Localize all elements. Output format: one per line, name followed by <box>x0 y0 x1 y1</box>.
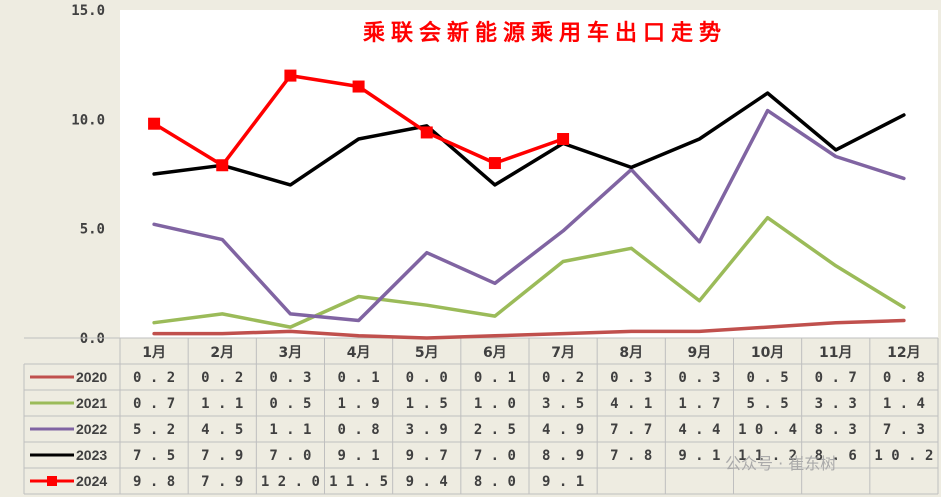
x-tick-label: 1月 <box>142 345 166 361</box>
legend-series-name: 2022 <box>76 421 107 437</box>
y-axis: 0.0 5.0 10.0 15.0 <box>71 3 105 347</box>
x-tick-label: 11月 <box>819 345 852 361</box>
data-label: 0 . 2 <box>133 370 175 386</box>
data-label: 1 2 . 0 <box>261 474 320 490</box>
data-label: 1 . 0 <box>474 396 516 412</box>
data-label: 7 . 8 <box>610 448 652 464</box>
data-label: 9 . 4 <box>406 474 448 490</box>
data-label: 0 . 1 <box>338 370 380 386</box>
data-label: 1 . 7 <box>678 396 720 412</box>
data-label: 0 . 5 <box>747 370 789 386</box>
series-line-2021 <box>152 215 906 329</box>
data-label: 0 . 5 <box>269 396 311 412</box>
series-line-2020 <box>152 318 906 340</box>
x-tick-label: 7月 <box>551 345 575 361</box>
data-label: 7 . 9 <box>201 448 243 464</box>
legend-series-name: 2023 <box>76 447 107 463</box>
data-point-marker <box>488 157 501 170</box>
x-tick-label: 9月 <box>688 345 712 361</box>
data-label: 2 . 5 <box>474 422 516 438</box>
data-point-marker <box>216 159 229 172</box>
data-label: 9 . 8 <box>133 474 175 490</box>
data-label: 0 . 1 <box>474 370 516 386</box>
series-line-2023 <box>152 91 906 187</box>
data-label: 4 . 9 <box>542 422 584 438</box>
data-label: 9 . 1 <box>678 448 720 464</box>
x-tick-label: 2月 <box>210 345 234 361</box>
data-label: 5 . 5 <box>747 396 789 412</box>
data-label: 0 . 0 <box>406 370 448 386</box>
data-point-marker <box>420 126 433 139</box>
data-label: 0 . 3 <box>610 370 652 386</box>
data-label: 9 . 1 <box>542 474 584 490</box>
data-label: 4 . 4 <box>678 422 720 438</box>
data-label: 7 . 5 <box>133 448 175 464</box>
x-tick-label: 3月 <box>279 345 303 361</box>
data-label: 8 . 3 <box>815 422 857 438</box>
data-point-marker <box>557 133 570 146</box>
data-point-marker <box>148 117 161 130</box>
y-tick-label: 15.0 <box>71 3 105 19</box>
legend-key-marker <box>47 476 57 486</box>
data-label: 0 . 7 <box>815 370 857 386</box>
data-label: 5 . 2 <box>133 422 175 438</box>
data-label: 7 . 0 <box>474 448 516 464</box>
x-tick-label: 10月 <box>751 345 784 361</box>
data-label: 1 . 4 <box>883 396 925 412</box>
y-tick-label: 5.0 <box>80 222 105 238</box>
data-label: 4 . 5 <box>201 422 243 438</box>
data-label: 3 . 9 <box>406 422 448 438</box>
data-label: 3 . 3 <box>815 396 857 412</box>
data-point-marker <box>352 80 365 93</box>
data-label: 7 . 9 <box>201 474 243 490</box>
x-tick-label: 6月 <box>483 345 507 361</box>
data-label: 0 . 2 <box>201 370 243 386</box>
y-tick-label: 10.0 <box>71 112 105 128</box>
legend-series-name: 2021 <box>76 395 107 411</box>
data-label: 7 . 0 <box>269 448 311 464</box>
data-label: 1 1 . 5 <box>329 474 388 490</box>
data-label: 1 . 1 <box>269 422 311 438</box>
data-label: 1 0 . 4 <box>738 422 797 438</box>
data-label: 3 . 5 <box>542 396 584 412</box>
legend-series-name: 2024 <box>76 473 107 489</box>
data-label: 8 . 6 <box>815 448 857 464</box>
data-label: 9 . 1 <box>338 448 380 464</box>
x-tick-label: 12月 <box>887 345 920 361</box>
x-tick-label: 8月 <box>619 345 643 361</box>
data-label: 0 . 2 <box>542 370 584 386</box>
data-label: 8 . 0 <box>474 474 516 490</box>
legend-series-name: 2020 <box>76 369 107 385</box>
data-label: 7 . 3 <box>883 422 925 438</box>
data-point-marker <box>284 69 297 82</box>
x-tick-label: 4月 <box>347 345 371 361</box>
data-label: 0 . 3 <box>678 370 720 386</box>
chart-title: 乘联会新能源乘用车出口走势 <box>362 20 727 46</box>
data-label: 1 0 . 2 <box>874 448 933 464</box>
data-label: 1 . 5 <box>406 396 448 412</box>
y-tick-label: 0.0 <box>80 331 105 347</box>
data-label: 9 . 7 <box>406 448 448 464</box>
data-label: 1 . 1 <box>201 396 243 412</box>
x-tick-label: 5月 <box>415 345 439 361</box>
series-lines <box>148 69 906 340</box>
data-label: 1 1 . 2 <box>738 448 797 464</box>
data-label: 4 . 1 <box>610 396 652 412</box>
data-table: 1月 2月 3月 4月 5月 6月 7月 8月 9月 10月 11月 12月 2020 0 . 2 0 . … <box>23 337 939 495</box>
data-label: 0 . 3 <box>269 370 311 386</box>
data-label: 0 . 7 <box>133 396 175 412</box>
series-line-2022 <box>152 108 906 323</box>
data-label: 0 . 8 <box>883 370 925 386</box>
data-label: 0 . 8 <box>338 422 380 438</box>
data-label: 7 . 7 <box>610 422 652 438</box>
data-label: 1 . 9 <box>338 396 380 412</box>
data-label: 8 . 9 <box>542 448 584 464</box>
watermark: 公众号 · 崔东树 <box>725 454 836 473</box>
